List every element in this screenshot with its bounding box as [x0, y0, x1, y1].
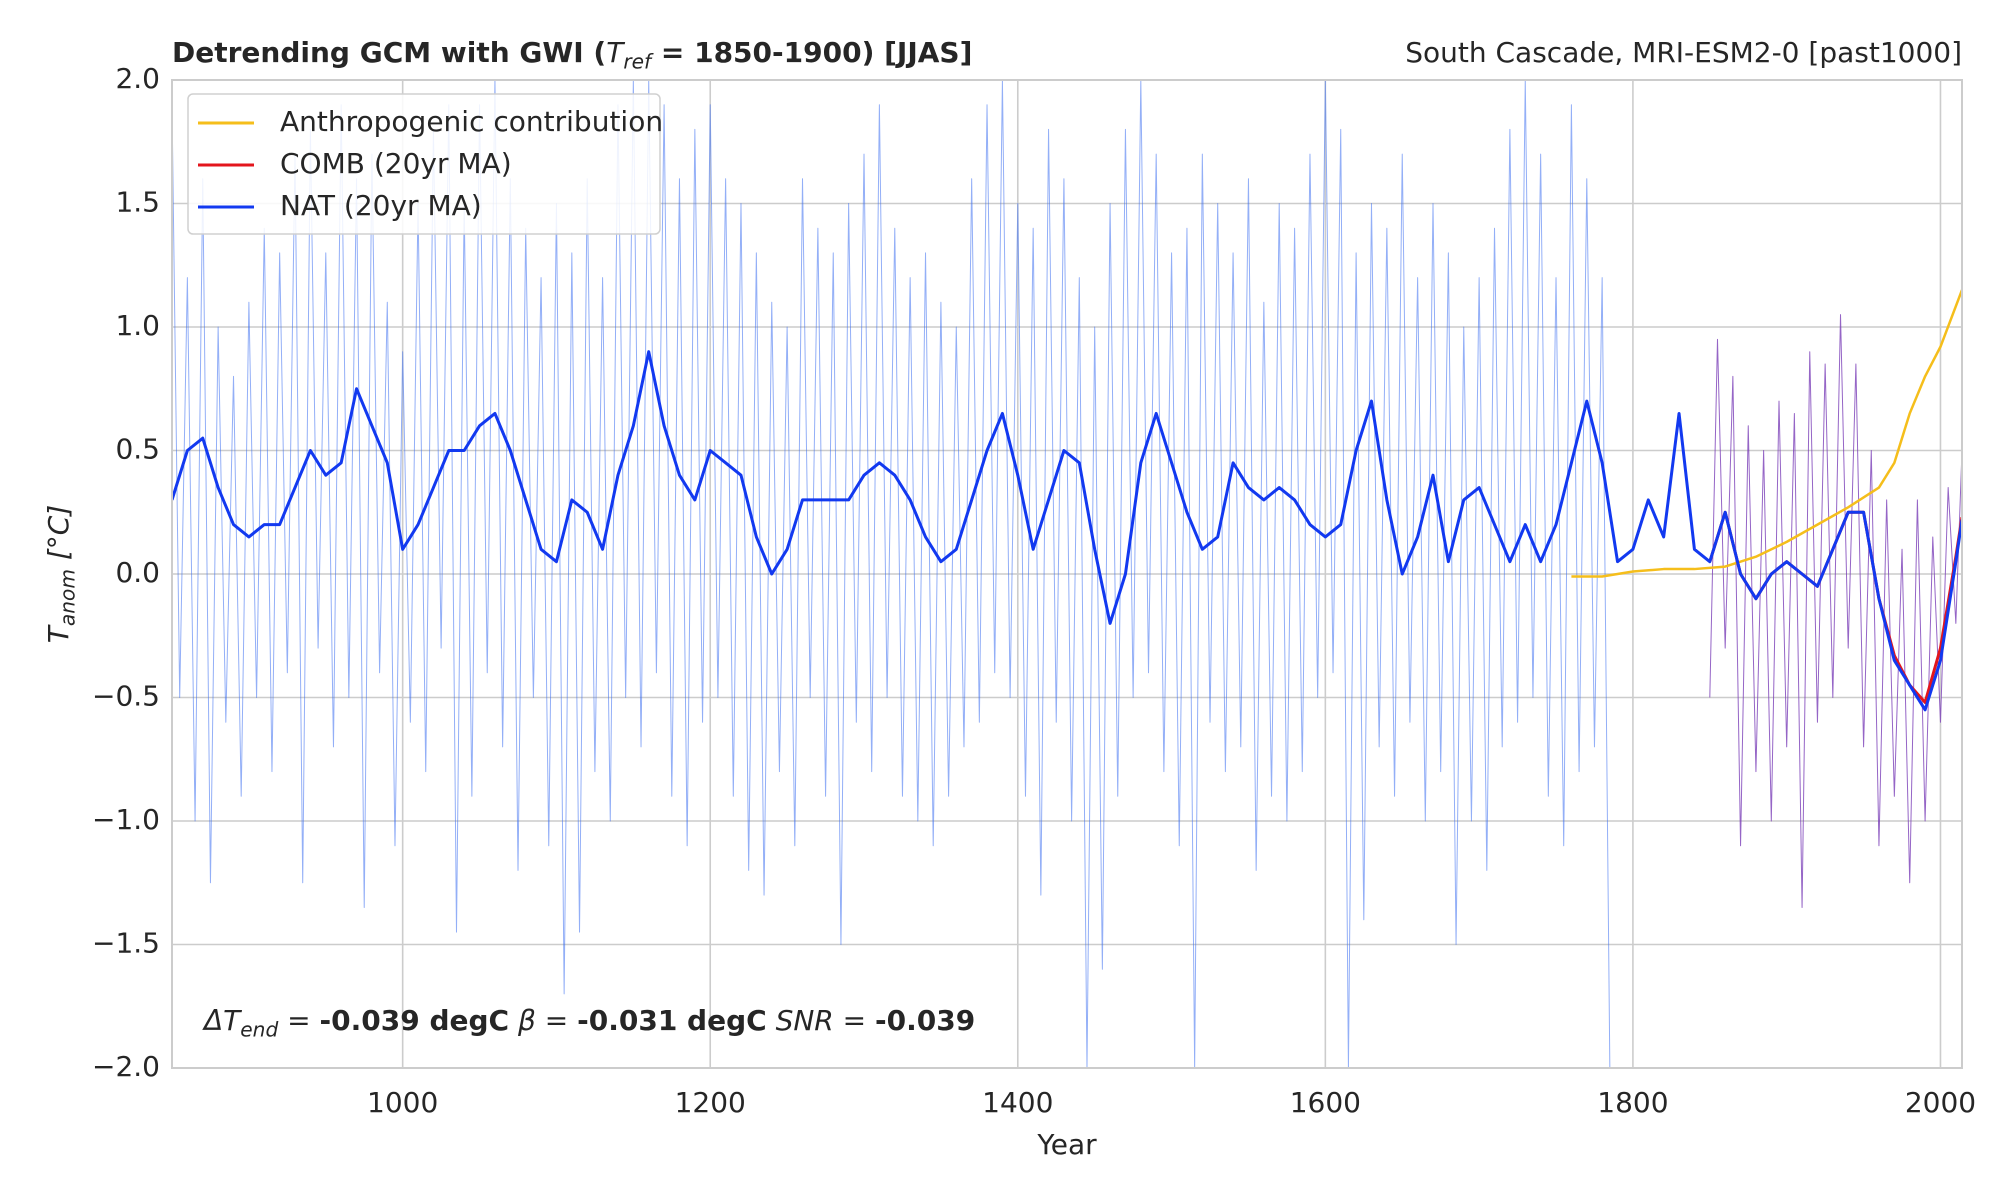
legend-label: Anthropogenic contribution: [280, 105, 663, 138]
y-tick-label: 0.5: [115, 433, 160, 466]
raw-series-line: [172, 80, 1611, 1068]
y-tick-label: 1.0: [115, 309, 160, 342]
annotation-part: -0.039: [875, 1004, 975, 1037]
x-tick-label: 1000: [367, 1086, 438, 1119]
raw-series-line: [1709, 314, 1962, 908]
chart-title-part: = 1850-1900) [JJAS]: [651, 36, 972, 69]
chart-title-part: T: [606, 36, 625, 69]
y-axis-label: Tanom [°C]: [42, 505, 79, 644]
chart-title-part: ref: [623, 49, 654, 73]
annotation-part: -0.039 degC: [320, 1004, 510, 1037]
labels: −2.0 −1.5 −1.0 −0.5 0.0 0.5 1.0 1.5 2.0 1000 1200 1…: [42, 36, 1976, 1161]
legend-label: COMB (20yr MA): [280, 147, 512, 180]
y-tick-label: 0.0: [115, 556, 160, 589]
series-line: [172, 350, 1962, 712]
legend-box: [187, 93, 661, 235]
annotation-part: end: [240, 1017, 278, 1041]
y-tick-label: −0.5: [92, 680, 160, 713]
annotation-part: β =: [509, 1004, 577, 1037]
x-tick-label: 1800: [1597, 1086, 1668, 1119]
y-tick-label: −1.5: [92, 927, 160, 960]
x-axis-label: Year: [1036, 1128, 1097, 1161]
annotation-part: ΔT: [202, 1004, 242, 1037]
y-axis-label-part: [°C]: [42, 505, 75, 569]
annotation-part: -0.031 degC: [577, 1004, 767, 1037]
series-line: [1571, 289, 1962, 578]
y-tick-label: 2.0: [115, 62, 160, 95]
legend: Anthropogenic contribution COMB (20yr MA)…: [187, 93, 663, 235]
annotation-part: SNR =: [767, 1004, 875, 1037]
y-tick-label: −1.0: [92, 803, 160, 836]
y-tick-label: 1.5: [115, 186, 160, 219]
annotation: ΔTend = -0.039 degC β = -0.031 degC SNR …: [202, 1004, 975, 1041]
plot-data: [172, 80, 1962, 1068]
chart-title: Detrending GCM with GWI (Tref = 1850-190…: [172, 36, 972, 73]
x-tick-label: 1600: [1290, 1086, 1361, 1119]
x-tick-label: 1400: [982, 1086, 1053, 1119]
y-axis-label-part: T: [42, 624, 75, 643]
x-tick-label: 2000: [1905, 1086, 1976, 1119]
chart-subtitle: South Cascade, MRI-ESM2-0 [past1000]: [1405, 36, 1962, 69]
y-axis-label-part: anom: [55, 569, 79, 626]
annotation-part: =: [278, 1004, 319, 1037]
y-tick-label: −2.0: [92, 1050, 160, 1083]
plot-frame: [171, 79, 1963, 1069]
legend-label: NAT (20yr MA): [280, 189, 482, 222]
x-tick-label: 1200: [675, 1086, 746, 1119]
chart-title-part: Detrending GCM with GWI (: [172, 36, 606, 69]
